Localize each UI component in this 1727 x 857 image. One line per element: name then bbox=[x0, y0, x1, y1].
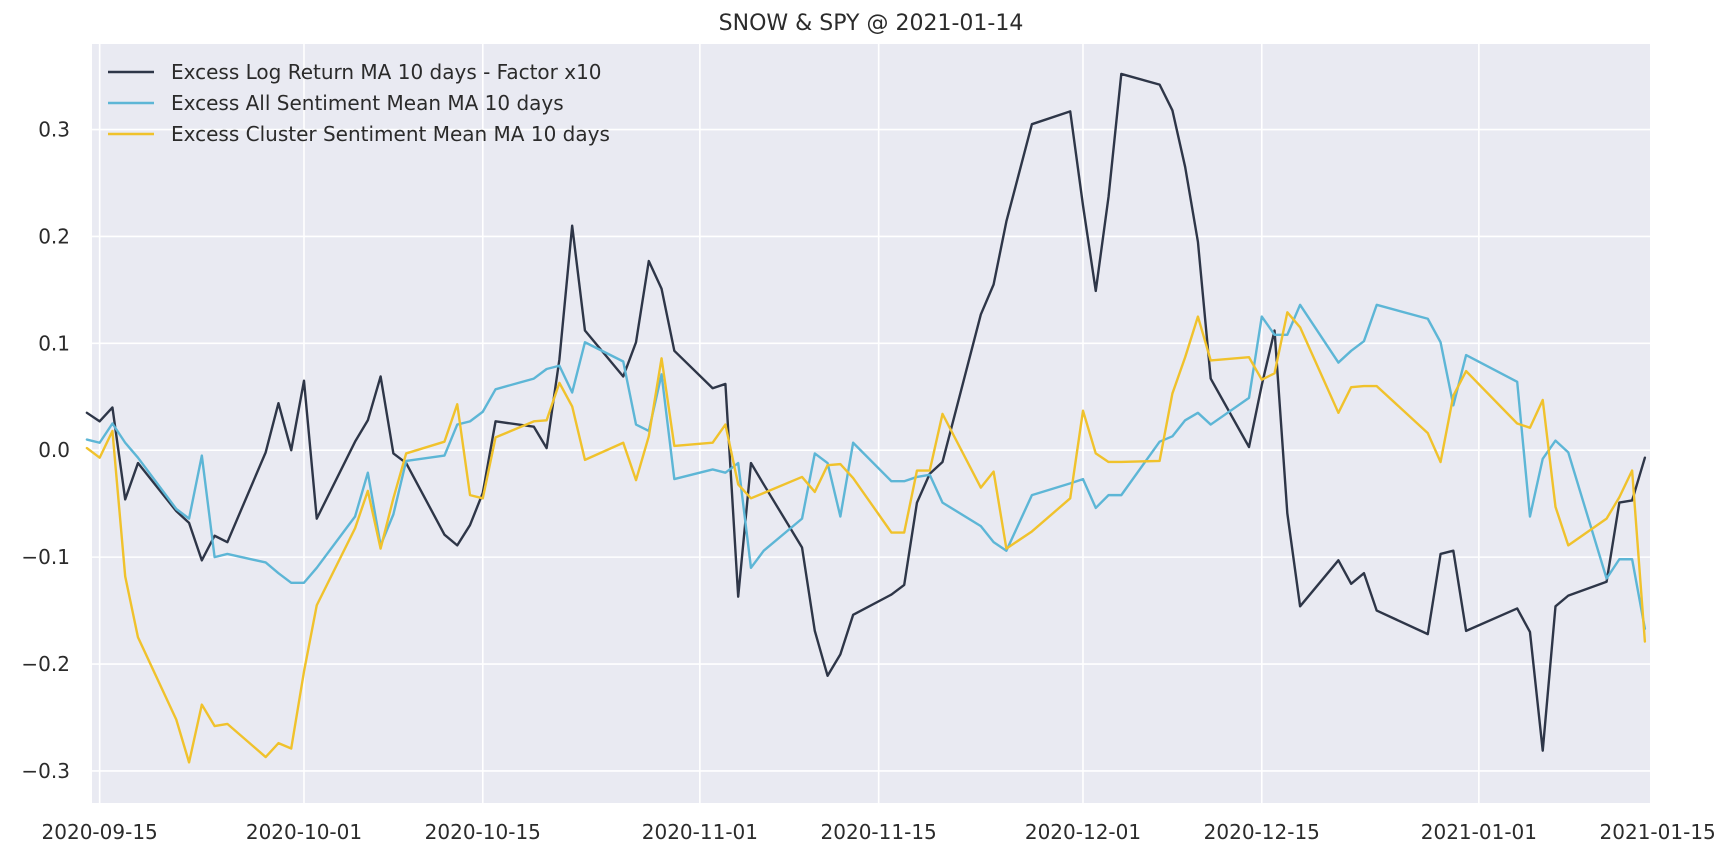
chart-title: SNOW & SPY @ 2021-01-14 bbox=[719, 11, 1024, 36]
x-tick-label: 2021-01-15 bbox=[1600, 820, 1716, 844]
y-tick-label: 0.1 bbox=[38, 331, 70, 355]
x-tick-label: 2020-10-15 bbox=[425, 820, 541, 844]
x-tick-label: 2021-01-01 bbox=[1421, 820, 1537, 844]
y-tick-label: 0.2 bbox=[38, 224, 70, 248]
x-tick-label: 2020-12-01 bbox=[1025, 820, 1141, 844]
legend-label: Excess Cluster Sentiment Mean MA 10 days bbox=[171, 122, 610, 146]
y-tick-label: −0.2 bbox=[21, 652, 70, 676]
legend-label: Excess All Sentiment Mean MA 10 days bbox=[171, 91, 564, 115]
x-axis-ticks: 2020-09-15 2020-10-01 2020-10-15 2020-11-01… bbox=[42, 820, 1716, 844]
x-tick-label: 2020-10-01 bbox=[246, 820, 362, 844]
x-tick-label: 2020-11-15 bbox=[821, 820, 937, 844]
series-line-3 bbox=[85, 311, 1647, 764]
legend-label: Excess Log Return MA 10 days - Factor x1… bbox=[171, 60, 602, 84]
x-tick-label: 2020-12-15 bbox=[1204, 820, 1320, 844]
x-tick-label: 2020-11-01 bbox=[642, 820, 758, 844]
series-line-2 bbox=[85, 303, 1647, 630]
series-line-1 bbox=[85, 72, 1647, 752]
plot-area bbox=[92, 44, 1650, 803]
y-tick-label: 0.0 bbox=[38, 438, 70, 462]
y-tick-label: −0.1 bbox=[21, 545, 70, 569]
y-tick-label: 0.3 bbox=[38, 118, 70, 142]
y-axis-ticks: −0.3 −0.2 −0.1 0.0 0.1 0.2 0.3 bbox=[21, 118, 70, 783]
y-tick-label: −0.3 bbox=[21, 759, 70, 783]
x-tick-label: 2020-09-15 bbox=[42, 820, 158, 844]
series-lines bbox=[85, 72, 1647, 764]
legend: Excess Log Return MA 10 days - Factor x1… bbox=[108, 60, 610, 146]
